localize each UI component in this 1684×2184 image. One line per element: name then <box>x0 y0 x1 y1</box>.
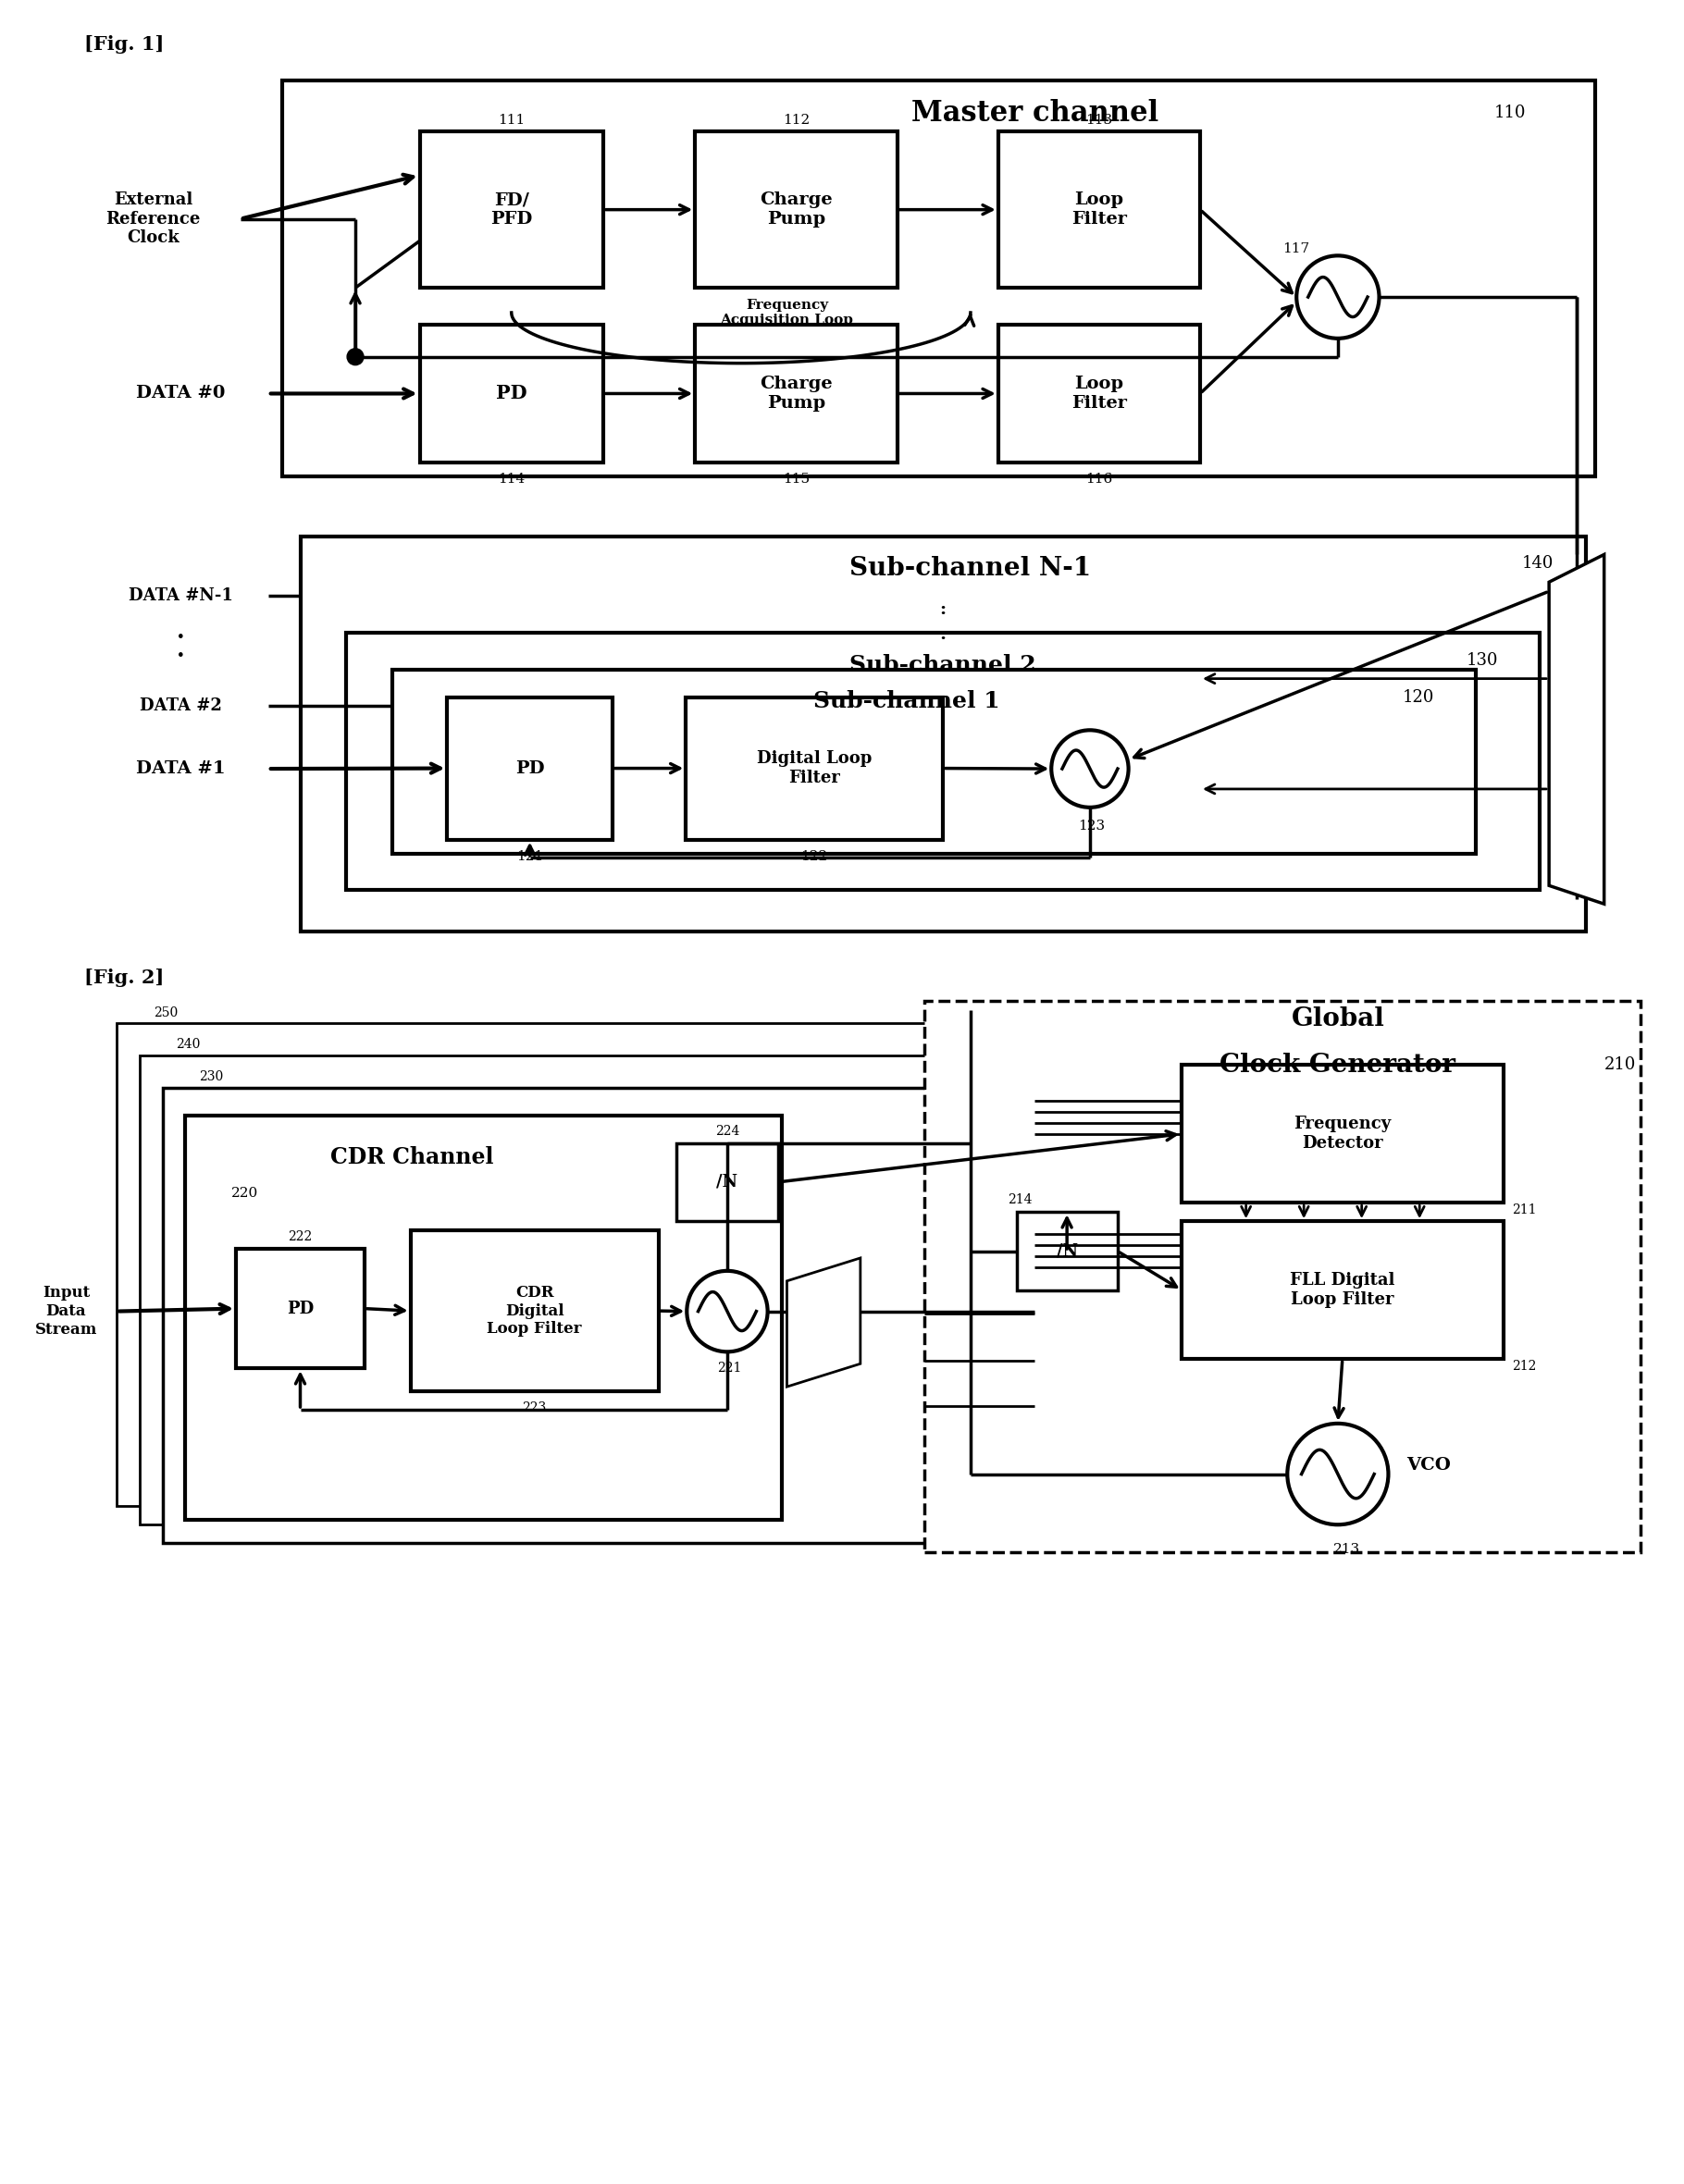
Bar <box>163 1088 1036 1544</box>
Text: PD: PD <box>515 760 544 778</box>
Text: Frequency
Detector: Frequency Detector <box>1293 1116 1391 1151</box>
Bar <box>1182 1221 1504 1358</box>
Text: 222: 222 <box>288 1230 313 1243</box>
Text: 122: 122 <box>802 850 829 863</box>
Text: DATA #0: DATA #0 <box>136 384 226 402</box>
Text: Charge
Pump: Charge Pump <box>759 376 832 411</box>
Text: Input
Data
Stream: Input Data Stream <box>35 1286 98 1337</box>
Bar <box>1017 1212 1118 1291</box>
Text: :: : <box>940 627 946 642</box>
Bar <box>281 81 1595 476</box>
Text: 113: 113 <box>1086 114 1113 127</box>
Text: 110: 110 <box>1494 105 1526 122</box>
Text: [Fig. 1]: [Fig. 1] <box>84 35 165 52</box>
Text: 221: 221 <box>717 1363 741 1374</box>
Text: 116: 116 <box>1086 472 1113 485</box>
Bar <box>236 1249 364 1369</box>
Text: 214: 214 <box>1007 1195 1032 1206</box>
Text: 223: 223 <box>522 1402 547 1415</box>
Text: :: : <box>940 601 946 618</box>
Text: Sub-channel N-1: Sub-channel N-1 <box>850 555 1091 581</box>
Text: External
Reference
Clock: External Reference Clock <box>106 192 200 247</box>
Bar <box>999 325 1201 463</box>
Text: Master channel: Master channel <box>911 98 1159 127</box>
Text: 220: 220 <box>231 1188 258 1199</box>
Text: DATA #2: DATA #2 <box>140 699 222 714</box>
Text: Loop
Filter: Loop Filter <box>1071 376 1127 411</box>
Bar <box>419 325 603 463</box>
Text: FLL Digital
Loop Filter: FLL Digital Loop Filter <box>1290 1273 1394 1308</box>
Text: 115: 115 <box>783 472 810 485</box>
Bar <box>140 1055 1036 1524</box>
Text: 240: 240 <box>177 1037 200 1051</box>
Text: 121: 121 <box>517 850 544 863</box>
Text: 120: 120 <box>1403 688 1433 705</box>
Text: 111: 111 <box>498 114 525 127</box>
Text: ·: · <box>177 644 185 666</box>
Bar <box>999 131 1201 288</box>
Bar <box>300 535 1586 933</box>
Bar <box>448 697 613 839</box>
Text: PD: PD <box>286 1299 313 1317</box>
Text: 212: 212 <box>1512 1361 1537 1374</box>
Text: Sub-channel 1: Sub-channel 1 <box>813 690 1000 712</box>
Text: 114: 114 <box>498 472 525 485</box>
Text: [Fig. 2]: [Fig. 2] <box>84 968 165 987</box>
Text: PD: PD <box>495 384 527 402</box>
Text: 112: 112 <box>783 114 810 127</box>
Bar <box>185 1116 783 1520</box>
Polygon shape <box>786 1258 861 1387</box>
Text: 117: 117 <box>1283 242 1310 256</box>
Text: /N: /N <box>1056 1243 1078 1260</box>
Text: DATA #1: DATA #1 <box>136 760 226 778</box>
Text: Clock Generator: Clock Generator <box>1219 1053 1455 1077</box>
Text: 130: 130 <box>1467 653 1499 668</box>
Text: Sub-channel 2: Sub-channel 2 <box>850 653 1036 677</box>
Text: FD/
PFD: FD/ PFD <box>490 192 532 227</box>
Text: Global: Global <box>1292 1007 1384 1031</box>
Text: Loop
Filter: Loop Filter <box>1071 192 1127 227</box>
Bar <box>695 325 898 463</box>
Polygon shape <box>1549 555 1605 904</box>
Text: 210: 210 <box>1605 1057 1635 1072</box>
Text: 224: 224 <box>716 1125 739 1138</box>
Bar <box>685 697 943 839</box>
Bar <box>677 1142 778 1221</box>
Text: Frequency
Acquisition Loop: Frequency Acquisition Loop <box>721 299 854 328</box>
Text: DATA #N-1: DATA #N-1 <box>128 587 232 605</box>
Bar <box>116 1024 1036 1507</box>
Text: 140: 140 <box>1521 555 1553 572</box>
Text: /N: /N <box>716 1173 738 1190</box>
Text: 250: 250 <box>153 1007 177 1020</box>
Text: CDR
Digital
Loop Filter: CDR Digital Loop Filter <box>487 1284 581 1337</box>
Bar <box>695 131 898 288</box>
Bar <box>392 670 1475 854</box>
Circle shape <box>347 349 364 365</box>
Bar <box>419 131 603 288</box>
Text: CDR Channel: CDR Channel <box>330 1147 493 1168</box>
Text: Digital Loop
Filter: Digital Loop Filter <box>756 751 872 786</box>
Bar <box>925 1000 1640 1553</box>
Text: Charge
Pump: Charge Pump <box>759 192 832 227</box>
Text: 213: 213 <box>1334 1544 1361 1555</box>
Bar <box>347 633 1539 891</box>
Text: 211: 211 <box>1512 1203 1537 1216</box>
Bar <box>1182 1066 1504 1203</box>
Bar <box>411 1230 658 1391</box>
Text: 123: 123 <box>1078 819 1105 832</box>
Text: 230: 230 <box>199 1070 224 1083</box>
Text: ·: · <box>177 627 185 649</box>
Text: VCO: VCO <box>1406 1457 1452 1474</box>
